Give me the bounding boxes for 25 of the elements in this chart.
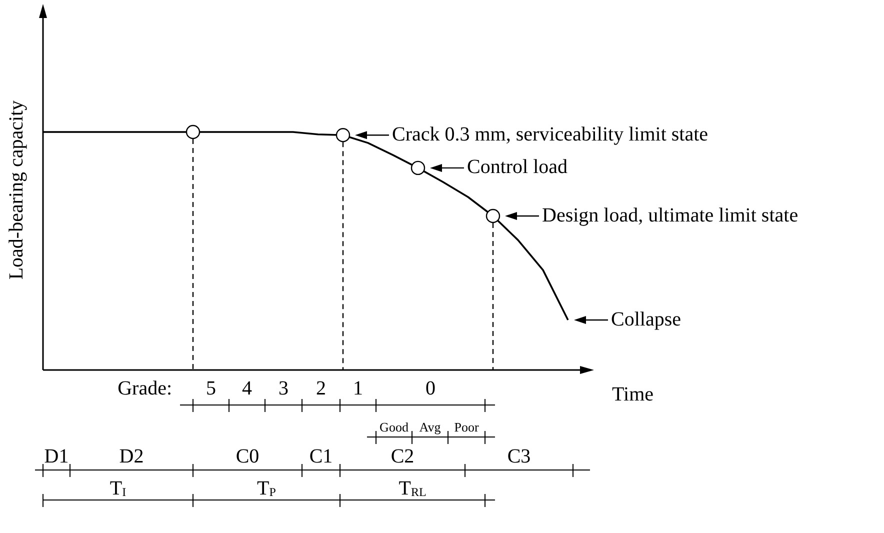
text: Avg — [419, 419, 442, 434]
text: D1 — [44, 445, 69, 468]
text: C2 — [390, 445, 414, 468]
text: TRL — [398, 477, 426, 500]
text: C0 — [236, 445, 260, 468]
text: TP — [257, 477, 276, 500]
text: Collapse — [611, 308, 682, 330]
text: Poor — [454, 419, 480, 434]
text: Grade: — [118, 377, 172, 400]
text: C3 — [507, 445, 531, 468]
text: C1 — [309, 445, 333, 468]
x-axis-title: Time — [612, 383, 654, 406]
annotation: Crack 0.3 mm, serviceability limit state — [392, 123, 708, 146]
text: 4 — [242, 377, 252, 400]
text: 0 — [426, 377, 436, 400]
y-axis-title: Load-bearing capacity — [5, 100, 28, 280]
annotation: Control load — [467, 156, 568, 178]
text: 2 — [316, 377, 326, 400]
text: TI — [110, 477, 126, 500]
text: D2 — [119, 445, 144, 468]
annotation: Design load, ultimate limit state — [542, 204, 798, 226]
text: Good — [380, 419, 409, 434]
text: 5 — [206, 377, 216, 400]
text: 3 — [278, 377, 288, 400]
text: 1 — [353, 377, 363, 400]
